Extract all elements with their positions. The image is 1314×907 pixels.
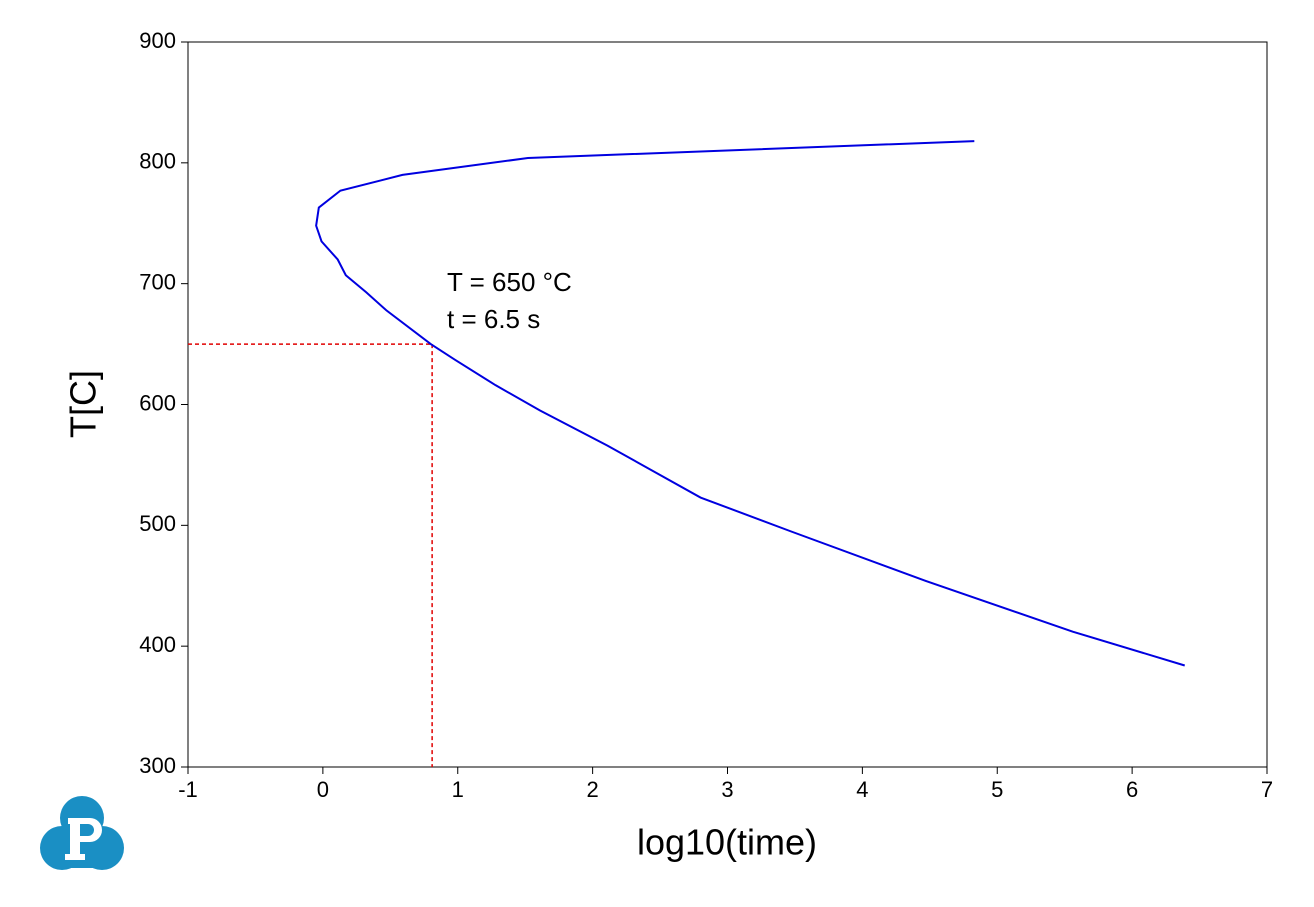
y-tick-label: 600 (139, 390, 176, 415)
y-tick-label: 900 (139, 28, 176, 53)
x-tick-label: 7 (1261, 777, 1273, 802)
y-tick-label: 800 (139, 149, 176, 174)
x-tick-label: 1 (452, 777, 464, 802)
y-tick-label: 300 (139, 753, 176, 778)
y-axis-label: T[C] (63, 370, 104, 438)
x-axis-label: log10(time) (637, 822, 817, 863)
y-tick-label: 400 (139, 632, 176, 657)
annotation: T = 650 °C (447, 267, 572, 297)
x-tick-label: 4 (856, 777, 868, 802)
annotation: t = 6.5 s (447, 304, 540, 334)
x-tick-label: 5 (991, 777, 1003, 802)
x-tick-label: 3 (721, 777, 733, 802)
x-tick-label: 2 (587, 777, 599, 802)
logo (40, 796, 124, 870)
data-line (315, 140, 1186, 667)
x-tick-label: 0 (317, 777, 329, 802)
y-tick-label: 700 (139, 269, 176, 294)
x-tick-label: 6 (1126, 777, 1138, 802)
y-tick-label: 500 (139, 511, 176, 536)
x-tick-label: -1 (178, 777, 198, 802)
